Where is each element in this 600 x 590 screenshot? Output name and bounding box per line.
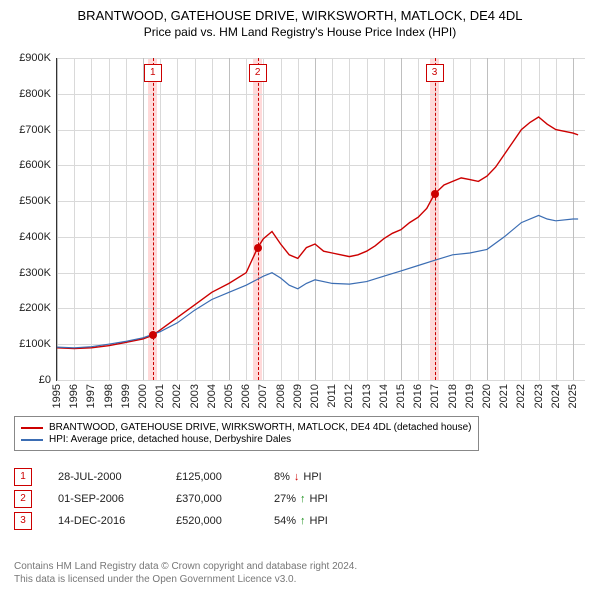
sale-row: 2 01-SEP-2006 £370,000 27% ↑ HPI bbox=[14, 490, 328, 508]
event-badge: 3 bbox=[426, 64, 444, 82]
x-tick-label: 2022 bbox=[515, 384, 527, 408]
x-tick-label: 2016 bbox=[412, 384, 424, 408]
x-tick-label: 1997 bbox=[85, 384, 97, 408]
y-tick-label: £600K bbox=[19, 159, 51, 171]
legend-label: BRANTWOOD, GATEHOUSE DRIVE, WIRKSWORTH, … bbox=[49, 422, 472, 433]
sale-price: £520,000 bbox=[176, 515, 248, 527]
x-tick-label: 2013 bbox=[361, 384, 373, 408]
sale-diff-pct: 27% bbox=[274, 493, 296, 505]
arrow-down-icon: ↓ bbox=[294, 471, 300, 483]
x-tick-label: 2007 bbox=[257, 384, 269, 408]
sale-badge: 3 bbox=[14, 512, 32, 530]
legend-row: HPI: Average price, detached house, Derb… bbox=[21, 434, 472, 445]
arrow-up-icon: ↑ bbox=[300, 493, 306, 505]
line-series-svg bbox=[57, 58, 585, 380]
x-tick-label: 2014 bbox=[378, 384, 390, 408]
x-tick-label: 2003 bbox=[189, 384, 201, 408]
chart-container: BRANTWOOD, GATEHOUSE DRIVE, WIRKSWORTH, … bbox=[0, 0, 600, 590]
x-tick-label: 2009 bbox=[292, 384, 304, 408]
sale-badge: 2 bbox=[14, 490, 32, 508]
sale-price: £370,000 bbox=[176, 493, 248, 505]
sale-diff: 8% ↓HPI bbox=[274, 471, 322, 483]
y-tick-label: £400K bbox=[19, 231, 51, 243]
x-tick-label: 2020 bbox=[481, 384, 493, 408]
gridline-h bbox=[57, 380, 585, 381]
x-tick-label: 2015 bbox=[395, 384, 407, 408]
sale-marker bbox=[431, 190, 439, 198]
sale-price: £125,000 bbox=[176, 471, 248, 483]
x-tick-label: 2019 bbox=[464, 384, 476, 408]
series-line bbox=[57, 117, 578, 349]
x-tick-label: 2021 bbox=[498, 384, 510, 408]
y-tick-label: £100K bbox=[19, 338, 51, 350]
sale-badge: 1 bbox=[14, 468, 32, 486]
x-tick-label: 2000 bbox=[137, 384, 149, 408]
x-tick-label: 2025 bbox=[567, 384, 579, 408]
series-line bbox=[57, 215, 578, 347]
legend: BRANTWOOD, GATEHOUSE DRIVE, WIRKSWORTH, … bbox=[14, 416, 479, 451]
x-tick-label: 2017 bbox=[429, 384, 441, 408]
sale-row: 3 14-DEC-2016 £520,000 54% ↑ HPI bbox=[14, 512, 328, 530]
x-tick-label: 1999 bbox=[120, 384, 132, 408]
x-tick-label: 2012 bbox=[343, 384, 355, 408]
sale-row: 1 28-JUL-2000 £125,000 8% ↓HPI bbox=[14, 468, 328, 486]
plot-area: £0£100K£200K£300K£400K£500K£600K£700K£80… bbox=[56, 58, 585, 381]
sale-diff-label: HPI bbox=[310, 493, 328, 505]
legend-swatch bbox=[21, 427, 43, 429]
sale-date: 14-DEC-2016 bbox=[58, 515, 150, 527]
legend-label: HPI: Average price, detached house, Derb… bbox=[49, 434, 291, 445]
x-tick-label: 2004 bbox=[206, 384, 218, 408]
x-tick-label: 2001 bbox=[154, 384, 166, 408]
sale-diff: 54% ↑ HPI bbox=[274, 515, 328, 527]
event-badge: 1 bbox=[144, 64, 162, 82]
legend-swatch bbox=[21, 439, 43, 441]
x-tick-label: 2008 bbox=[275, 384, 287, 408]
x-tick-label: 2023 bbox=[533, 384, 545, 408]
x-tick-label: 2002 bbox=[171, 384, 183, 408]
x-tick-label: 2018 bbox=[447, 384, 459, 408]
sale-marker bbox=[149, 331, 157, 339]
sale-date: 01-SEP-2006 bbox=[58, 493, 150, 505]
sale-diff-label: HPI bbox=[310, 515, 328, 527]
y-tick-label: £900K bbox=[19, 52, 51, 64]
arrow-up-icon: ↑ bbox=[300, 515, 306, 527]
sale-diff-label: HPI bbox=[303, 471, 321, 483]
sale-marker bbox=[254, 244, 262, 252]
y-tick-label: £800K bbox=[19, 88, 51, 100]
y-tick-label: £0 bbox=[39, 374, 51, 386]
y-tick-label: £500K bbox=[19, 195, 51, 207]
sale-date: 28-JUL-2000 bbox=[58, 471, 150, 483]
y-tick-label: £700K bbox=[19, 124, 51, 136]
x-tick-label: 2006 bbox=[240, 384, 252, 408]
title-block: BRANTWOOD, GATEHOUSE DRIVE, WIRKSWORTH, … bbox=[0, 0, 600, 39]
chart-subtitle: Price paid vs. HM Land Registry's House … bbox=[0, 25, 600, 39]
x-tick-label: 2024 bbox=[550, 384, 562, 408]
x-tick-label: 1998 bbox=[103, 384, 115, 408]
x-tick-label: 1996 bbox=[68, 384, 80, 408]
legend-row: BRANTWOOD, GATEHOUSE DRIVE, WIRKSWORTH, … bbox=[21, 422, 472, 433]
footer-attribution: Contains HM Land Registry data © Crown c… bbox=[14, 560, 357, 586]
sales-table: 128-JUL-2000£125,0008%↓HPI201-SEP-2006£3… bbox=[14, 464, 328, 534]
footer-line-2: This data is licensed under the Open Gov… bbox=[14, 573, 357, 586]
sale-diff: 27% ↑ HPI bbox=[274, 493, 328, 505]
y-tick-label: £200K bbox=[19, 302, 51, 314]
footer-line-1: Contains HM Land Registry data © Crown c… bbox=[14, 560, 357, 573]
sale-diff-pct: 8% bbox=[274, 471, 290, 483]
y-tick-label: £300K bbox=[19, 267, 51, 279]
x-tick-label: 2010 bbox=[309, 384, 321, 408]
x-tick-label: 2005 bbox=[223, 384, 235, 408]
x-tick-label: 2011 bbox=[326, 384, 338, 408]
sale-diff-pct: 54% bbox=[274, 515, 296, 527]
event-badge: 2 bbox=[249, 64, 267, 82]
x-tick-label: 1995 bbox=[51, 384, 63, 408]
chart-title: BRANTWOOD, GATEHOUSE DRIVE, WIRKSWORTH, … bbox=[0, 8, 600, 23]
